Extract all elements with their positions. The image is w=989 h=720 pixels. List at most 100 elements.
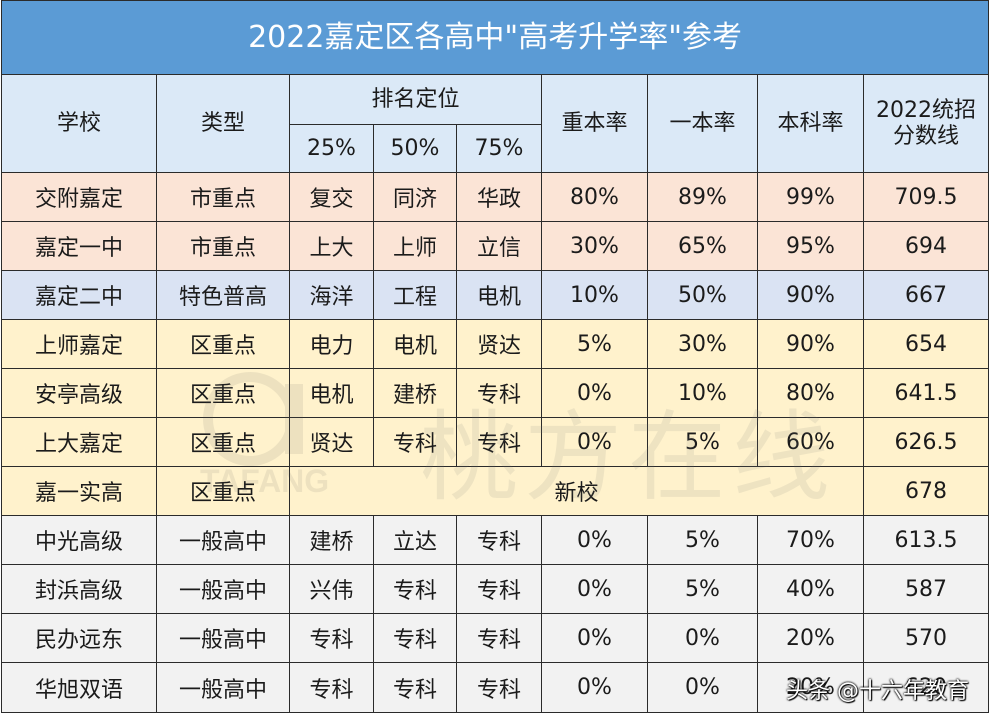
cell-score: 709.5 [862, 172, 989, 222]
cell-rank-50: 建桥 [373, 368, 457, 418]
cell-score: 613.5 [862, 515, 989, 565]
cell-rank-75: 专科 [456, 613, 542, 663]
cell-type: 特色普高 [156, 270, 290, 320]
cell-rank-75: 贤达 [456, 319, 542, 369]
cell-rank-75: 电机 [456, 270, 542, 320]
cell-rank-50: 专科 [373, 417, 457, 467]
cell-school: 中光高级 [1, 515, 157, 565]
cell-score: 570 [862, 613, 989, 663]
cell-rank-75: 专科 [456, 515, 542, 565]
cell-type: 一般高中 [156, 515, 290, 565]
cell-benke: 20% [757, 613, 864, 663]
cell-yiben: 5% [647, 564, 758, 614]
cell-zhongben: 0% [541, 515, 648, 565]
header-zhongben-rate: 重本率 [541, 74, 648, 173]
table-row: 民办远东 一般高中 专科 专科 专科 0% 0% 20% 570 [1, 613, 989, 663]
cell-school: 民办远东 [1, 613, 157, 663]
header-score-line-2: 分数线 [893, 123, 960, 149]
cell-school: 嘉一实高 [1, 466, 157, 516]
cell-rank-25: 电力 [289, 319, 374, 369]
cell-zhongben: 0% [541, 564, 648, 614]
cell-yiben: 89% [647, 172, 758, 222]
cell-rank-50: 专科 [373, 613, 457, 663]
table-title: 2022嘉定区各高中"高考升学率"参考 [0, 0, 989, 75]
cell-benke: 20% [757, 662, 864, 713]
cell-rank-75: 立信 [456, 221, 542, 271]
cell-zhongben: 0% [541, 662, 648, 713]
header-ranking: 排名定位 [289, 74, 542, 125]
cell-school: 上师嘉定 [1, 319, 157, 369]
cell-zhongben: 5% [541, 319, 648, 369]
cell-score: 587 [862, 564, 989, 614]
cell-zhongben: 30% [541, 221, 648, 271]
cell-rank-50: 专科 [373, 662, 457, 713]
cell-rank-25: 专科 [289, 613, 374, 663]
table-row: 中光高级 一般高中 建桥 立达 专科 0% 5% 70% 613.5 [1, 515, 989, 565]
cell-type: 一般高中 [156, 662, 290, 713]
cell-zhongben: 0% [541, 613, 648, 663]
cell-benke: 40% [757, 564, 864, 614]
cell-school: 华旭双语 [1, 662, 157, 713]
cell-yiben: 65% [647, 221, 758, 271]
cell-type: 市重点 [156, 221, 290, 271]
cell-rank-75: 专科 [456, 564, 542, 614]
cell-score: 678 [862, 466, 989, 516]
cell-type: 一般高中 [156, 613, 290, 663]
cell-yiben: 30% [647, 319, 758, 369]
cell-rank-25: 上大 [289, 221, 374, 271]
cell-rank-25: 贤达 [289, 417, 374, 467]
cell-zhongben: 0% [541, 417, 648, 467]
cell-zhongben: 0% [541, 368, 648, 418]
cell-school: 交附嘉定 [1, 172, 157, 222]
header-yiben-rate: 一本率 [647, 74, 758, 173]
cell-type: 区重点 [156, 466, 290, 516]
cell-rank-75: 专科 [456, 368, 542, 418]
cell-benke: 80% [757, 368, 864, 418]
cell-rank-25: 电机 [289, 368, 374, 418]
header-score-line-1: 2022统招 [876, 97, 977, 123]
cell-yiben: 5% [647, 417, 758, 467]
header-score-line: 2022统招 分数线 [862, 74, 989, 173]
cell-score: 641.5 [862, 368, 989, 418]
cell-zhongben: 10% [541, 270, 648, 320]
cell-rank-25: 复交 [289, 172, 374, 222]
cell-benke: 99% [757, 172, 864, 222]
cell-benke: 60% [757, 417, 864, 467]
cell-benke: 95% [757, 221, 864, 271]
cell-school: 封浜高级 [1, 564, 157, 614]
cell-rank-25: 海洋 [289, 270, 374, 320]
cell-benke: 70% [757, 515, 864, 565]
cell-yiben: 0% [647, 662, 758, 713]
cell-score: 654 [862, 319, 989, 369]
cell-yiben: 50% [647, 270, 758, 320]
cell-score: 620 [862, 662, 989, 713]
table-row: 上师嘉定 区重点 电力 电机 贤达 5% 30% 90% 654 [1, 319, 989, 369]
cell-type: 一般高中 [156, 564, 290, 614]
cell-yiben: 5% [647, 515, 758, 565]
cell-new-school-merged: 新校 [289, 466, 864, 516]
cell-rank-50: 上师 [373, 221, 457, 271]
cell-score: 694 [862, 221, 989, 271]
cell-yiben: 10% [647, 368, 758, 418]
cell-benke: 90% [757, 319, 864, 369]
header-rank-75: 75% [456, 124, 542, 173]
cell-school: 安亭高级 [1, 368, 157, 418]
cell-score: 667 [862, 270, 989, 320]
cell-rank-25: 专科 [289, 662, 374, 713]
cell-zhongben: 80% [541, 172, 648, 222]
cell-type: 区重点 [156, 368, 290, 418]
header-type: 类型 [156, 74, 290, 173]
cell-rank-50: 电机 [373, 319, 457, 369]
table-row: 嘉定二中 特色普高 海洋 工程 电机 10% 50% 90% 667 [1, 270, 989, 320]
cell-rank-75: 专科 [456, 417, 542, 467]
header-rank-50: 50% [373, 124, 457, 173]
table-row: 嘉定一中 市重点 上大 上师 立信 30% 65% 95% 694 [1, 221, 989, 271]
cell-type: 区重点 [156, 417, 290, 467]
cell-school: 嘉定一中 [1, 221, 157, 271]
header-school: 学校 [1, 74, 157, 173]
table-row: 封浜高级 一般高中 兴伟 专科 专科 0% 5% 40% 587 [1, 564, 989, 614]
table-row: 安亭高级 区重点 电机 建桥 专科 0% 10% 80% 641.5 [1, 368, 989, 418]
header-benke-rate: 本科率 [757, 74, 864, 173]
